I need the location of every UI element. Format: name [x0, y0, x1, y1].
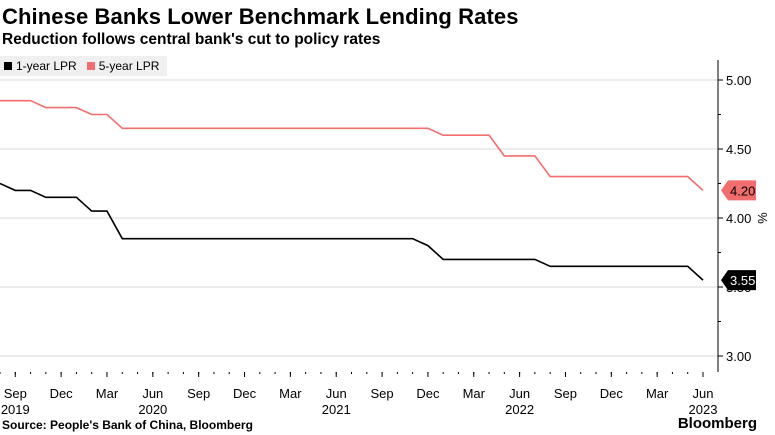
x-tick-label-8: Sep — [370, 386, 393, 401]
x-tick-label-1: Dec — [50, 386, 74, 401]
y-tick-label-2: 4.00 — [726, 211, 751, 226]
x-tick-year-0: 2019 — [1, 402, 30, 417]
end-value-label-1: 4.20 — [730, 183, 755, 198]
x-tick-label-4: Sep — [187, 386, 210, 401]
end-label-flag-1 — [721, 180, 756, 201]
x-tick-label-11: Jun — [509, 386, 530, 401]
y-tick-label-4: 3.00 — [726, 349, 751, 364]
chart-subtitle: Reduction follows central bank's cut to … — [2, 31, 381, 48]
series-layer — [0, 99, 704, 281]
end-value-label-0: 3.55 — [730, 273, 755, 288]
x-tick-label-10: Mar — [463, 386, 486, 401]
x-tick-label-15: Jun — [693, 386, 714, 401]
series-line-5-year-lpr — [0, 99, 704, 191]
chart-title: Chinese Banks Lower Benchmark Lending Ra… — [2, 4, 519, 29]
x-tick-label-5: Dec — [233, 386, 257, 401]
label-layer: 3.55 4.20 — [721, 180, 756, 291]
legend-item-1-year-lpr: 1-year LPR — [4, 59, 77, 73]
legend-item-5-year-lpr: 5-year LPR — [86, 59, 160, 73]
series-line-1-year-lpr — [0, 182, 704, 281]
brand-logo: Bloomberg — [677, 415, 757, 432]
x-tick-year-7: 2021 — [322, 402, 351, 417]
x-tick-label-12: Sep — [554, 386, 577, 401]
legend-swatch-5-year-lpr — [86, 62, 95, 70]
x-tick-label-3: Jun — [142, 386, 163, 401]
legend: 1-year LPR 5-year LPR — [0, 56, 168, 76]
legend-label-5-year-lpr: 5-year LPR — [98, 59, 160, 73]
grid-layer — [0, 79, 718, 357]
source-note: Source: People's Bank of China, Bloomber… — [2, 418, 253, 432]
x-tick-label-14: Mar — [646, 386, 669, 401]
y-tick-label-0: 5.00 — [726, 73, 751, 88]
y-tick-label-1: 4.50 — [726, 142, 751, 157]
legend-label-1-year-lpr: 1-year LPR — [16, 59, 77, 73]
x-tick-label-7: Jun — [326, 386, 347, 401]
x-tick-label-0: Sep — [4, 386, 27, 401]
x-tick-year-11: 2022 — [505, 402, 534, 417]
legend-swatch-1-year-lpr — [4, 62, 12, 70]
x-tick-year-15: 2023 — [689, 402, 718, 417]
x-tick-year-3: 2020 — [138, 402, 167, 417]
x-tick-label-9: Dec — [416, 386, 440, 401]
x-tick-label-6: Mar — [279, 386, 302, 401]
x-tick-label-13: Dec — [600, 386, 624, 401]
y-axis-unit-label: % — [755, 212, 770, 224]
x-tick-label-2: Mar — [96, 386, 119, 401]
end-label-flag-0 — [721, 270, 756, 291]
